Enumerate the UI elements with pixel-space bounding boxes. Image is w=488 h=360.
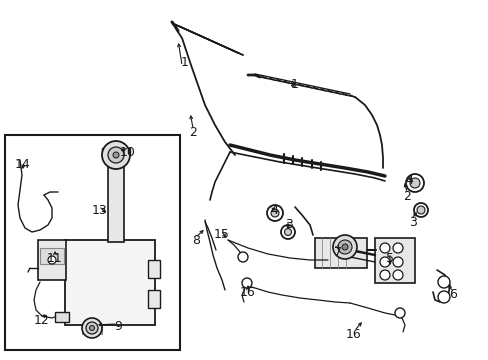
Text: 3: 3 [285, 219, 292, 231]
Circle shape [413, 203, 427, 217]
Circle shape [332, 235, 356, 259]
Circle shape [392, 270, 402, 280]
Circle shape [379, 257, 389, 267]
Circle shape [102, 141, 130, 169]
Circle shape [86, 322, 98, 334]
Circle shape [242, 278, 251, 288]
Text: 11: 11 [47, 252, 63, 265]
Circle shape [266, 205, 283, 221]
Circle shape [394, 308, 404, 318]
Circle shape [48, 256, 56, 264]
Text: 13: 13 [92, 203, 108, 216]
Text: 7: 7 [333, 246, 341, 258]
Text: 3: 3 [408, 216, 416, 229]
Circle shape [379, 270, 389, 280]
Circle shape [270, 209, 279, 217]
Circle shape [281, 225, 294, 239]
Text: 1: 1 [290, 78, 298, 91]
Bar [148, 260, 160, 278]
Bar [55, 312, 69, 322]
Circle shape [341, 244, 347, 250]
Text: 9: 9 [114, 320, 122, 333]
Bar [40, 248, 64, 264]
Text: 14: 14 [15, 158, 31, 171]
Text: 2: 2 [402, 189, 410, 202]
Text: 6: 6 [448, 288, 456, 302]
Circle shape [392, 243, 402, 253]
Circle shape [337, 240, 351, 254]
Circle shape [437, 276, 449, 288]
Text: 16: 16 [346, 328, 361, 341]
Circle shape [82, 318, 102, 338]
Text: 4: 4 [404, 174, 412, 186]
Bar [148, 290, 160, 308]
Text: 12: 12 [34, 314, 50, 327]
Text: 1: 1 [181, 55, 188, 68]
Bar [108, 160, 124, 242]
Circle shape [409, 178, 419, 188]
Circle shape [89, 325, 94, 330]
Text: 4: 4 [269, 203, 277, 216]
Circle shape [405, 174, 423, 192]
Bar [314, 238, 366, 268]
Bar [5, 135, 180, 350]
Circle shape [392, 257, 402, 267]
Bar [374, 238, 414, 283]
Text: 16: 16 [240, 285, 255, 298]
Bar [38, 240, 66, 280]
Circle shape [113, 152, 119, 158]
Bar [65, 240, 155, 325]
Circle shape [437, 291, 449, 303]
Text: 10: 10 [120, 145, 136, 158]
Text: 8: 8 [192, 234, 200, 247]
Circle shape [238, 252, 247, 262]
Circle shape [379, 243, 389, 253]
Bar [82, 326, 102, 334]
Text: 15: 15 [214, 229, 229, 242]
Bar [102, 148, 130, 154]
Circle shape [416, 206, 424, 214]
Text: 5: 5 [385, 252, 393, 265]
Circle shape [108, 147, 124, 163]
Circle shape [284, 229, 291, 235]
Text: 2: 2 [189, 126, 197, 139]
